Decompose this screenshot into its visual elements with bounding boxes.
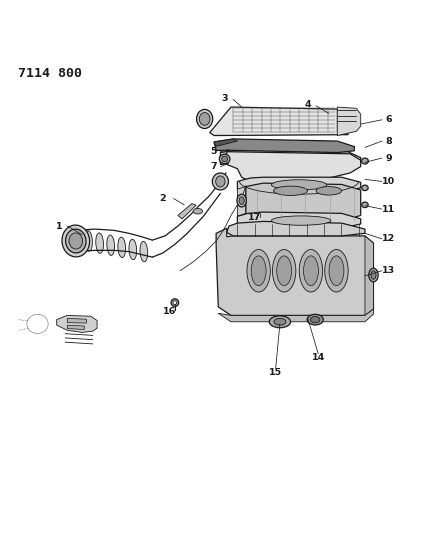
Polygon shape	[210, 107, 350, 135]
Text: 17: 17	[248, 213, 261, 222]
Ellipse shape	[271, 180, 327, 190]
Ellipse shape	[316, 187, 342, 195]
Polygon shape	[227, 221, 365, 236]
Ellipse shape	[362, 158, 369, 164]
Ellipse shape	[273, 249, 296, 292]
Text: 7114 800: 7114 800	[18, 68, 83, 80]
Ellipse shape	[239, 197, 244, 205]
Ellipse shape	[171, 299, 179, 306]
Text: 11: 11	[382, 205, 395, 214]
Polygon shape	[337, 107, 361, 135]
Ellipse shape	[371, 271, 376, 279]
Ellipse shape	[369, 268, 378, 282]
Text: 8: 8	[385, 136, 392, 146]
Text: 13: 13	[382, 266, 395, 275]
Ellipse shape	[273, 186, 308, 196]
Ellipse shape	[140, 241, 148, 262]
Ellipse shape	[269, 316, 291, 328]
Ellipse shape	[329, 256, 344, 286]
Polygon shape	[238, 212, 361, 229]
Ellipse shape	[129, 239, 137, 260]
Ellipse shape	[311, 317, 320, 323]
Polygon shape	[220, 150, 361, 165]
Ellipse shape	[299, 249, 323, 292]
Polygon shape	[178, 204, 196, 219]
Ellipse shape	[199, 112, 210, 125]
Ellipse shape	[303, 256, 318, 286]
Ellipse shape	[212, 173, 229, 190]
Text: 16: 16	[163, 306, 176, 316]
Ellipse shape	[107, 235, 115, 255]
Ellipse shape	[196, 109, 213, 128]
Polygon shape	[216, 228, 374, 316]
Ellipse shape	[216, 176, 225, 187]
Polygon shape	[56, 316, 97, 333]
Ellipse shape	[274, 318, 286, 325]
Ellipse shape	[271, 216, 331, 225]
Ellipse shape	[325, 249, 348, 292]
Text: 2: 2	[160, 194, 166, 203]
Ellipse shape	[85, 231, 92, 251]
Text: 10: 10	[382, 177, 395, 186]
Text: 6: 6	[385, 115, 392, 124]
Polygon shape	[246, 183, 361, 222]
Text: 14: 14	[312, 353, 325, 362]
Ellipse shape	[237, 194, 247, 207]
Ellipse shape	[69, 233, 83, 249]
Text: 9: 9	[385, 154, 392, 163]
Polygon shape	[238, 177, 361, 193]
Polygon shape	[238, 187, 246, 216]
Text: 7: 7	[211, 162, 217, 171]
Ellipse shape	[362, 185, 368, 191]
Polygon shape	[227, 152, 361, 182]
Ellipse shape	[219, 154, 230, 164]
Ellipse shape	[62, 225, 89, 257]
Polygon shape	[365, 236, 374, 316]
Text: 4: 4	[304, 100, 311, 109]
Ellipse shape	[193, 208, 202, 214]
Text: 5: 5	[211, 147, 217, 156]
Text: 15: 15	[269, 368, 282, 377]
Ellipse shape	[118, 237, 125, 257]
Polygon shape	[67, 325, 84, 329]
Polygon shape	[218, 309, 374, 322]
Polygon shape	[67, 318, 86, 323]
Text: 1: 1	[56, 222, 62, 231]
Ellipse shape	[362, 202, 368, 208]
Ellipse shape	[173, 301, 177, 304]
Polygon shape	[214, 139, 354, 152]
Ellipse shape	[65, 229, 86, 253]
Ellipse shape	[247, 249, 270, 292]
Text: 12: 12	[382, 235, 395, 244]
Ellipse shape	[251, 256, 266, 286]
Ellipse shape	[222, 156, 228, 161]
Ellipse shape	[277, 256, 291, 286]
Ellipse shape	[96, 233, 104, 253]
Ellipse shape	[307, 314, 323, 325]
Text: 3: 3	[221, 94, 228, 103]
Polygon shape	[214, 139, 238, 146]
